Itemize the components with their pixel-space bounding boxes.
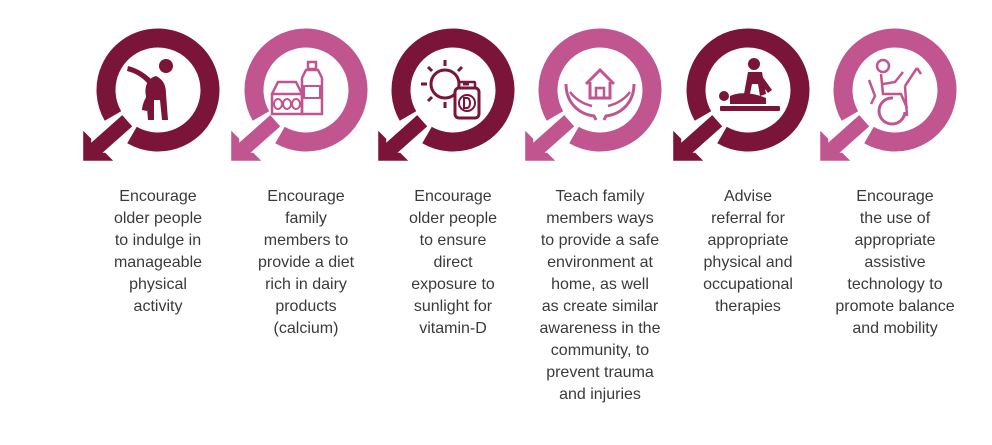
arrow-tail	[528, 115, 575, 159]
step-text-line: promote balance	[835, 298, 955, 315]
step-text-line: exposure to	[411, 276, 495, 293]
sun-vitamin-d-icon	[421, 60, 481, 120]
step-text-line: Encourage	[119, 188, 197, 205]
step-text-line: and mobility	[852, 320, 938, 337]
step-text-line: members ways	[546, 210, 654, 227]
step-text-line: appropriate	[854, 232, 936, 249]
arrow-tail	[381, 115, 428, 159]
step-text-line: Encourage	[414, 188, 492, 205]
step-text-line: provide a diet	[257, 254, 355, 271]
step-text-line: to ensure	[419, 232, 487, 249]
step-text-line: environment at	[547, 254, 653, 271]
step-text-line: manageable	[113, 254, 203, 271]
ring-arc	[391, 28, 515, 152]
ring-4	[525, 28, 662, 161]
arrow-tail	[86, 115, 133, 159]
arrow-head	[673, 130, 704, 161]
step-text-line: technology to	[847, 276, 943, 293]
arrow-tail	[676, 115, 723, 159]
step-text-line: Teach family	[555, 188, 645, 205]
step-text-line: products	[275, 298, 337, 315]
ring-arc	[244, 28, 368, 152]
step-text-line: appropriate	[707, 232, 789, 249]
step-text-line: family	[285, 210, 327, 227]
step-text-line: to indulge in	[114, 232, 202, 249]
ring-arc	[538, 28, 662, 152]
step-text-3: Encourage older people to ensure direct expo…	[382, 186, 524, 340]
step-text-line: awareness in the	[539, 320, 661, 337]
ring-1	[83, 28, 220, 161]
hands-home-icon	[564, 67, 636, 121]
step-text-1: Encourage older people to indulge in manage…	[87, 186, 229, 318]
ring-6	[820, 28, 957, 161]
step-text-line: rich in dairy	[265, 276, 347, 293]
step-text-5: Advise referral for appropriate physical an…	[677, 186, 819, 318]
step-text-line: prevent trauma	[546, 364, 654, 381]
ring-3	[378, 28, 515, 161]
step-text-line: (calcium)	[273, 320, 339, 337]
step-text-line: vitamin-D	[419, 320, 487, 337]
arrow-head	[231, 130, 262, 161]
step-text-line: the use of	[859, 210, 931, 227]
step-text-line: physical	[129, 276, 187, 293]
arrow-head	[525, 130, 556, 161]
arrow-head	[378, 130, 409, 161]
ring-arc	[96, 28, 220, 152]
ring-5	[673, 28, 810, 161]
step-text-line: occupational	[703, 276, 793, 293]
step-text-line: referral for	[711, 210, 785, 227]
step-text-line: sunlight for	[413, 298, 493, 315]
step-text-line: Advise	[723, 188, 773, 205]
step-text-2: Encourage family members to provide a diet r…	[235, 186, 377, 340]
step-text-line: members to	[263, 232, 349, 249]
step-text-6: Encourage the use of appropriate assistive t…	[824, 186, 966, 340]
ring-arc	[686, 28, 810, 152]
step-text-line: older people	[113, 210, 203, 227]
wheelchair-icon	[867, 58, 923, 126]
step-text-line: Encourage	[267, 188, 345, 205]
ring-strip	[83, 28, 957, 161]
step-text-line: activity	[133, 298, 183, 315]
step-text-line: older people	[408, 210, 498, 227]
step-text-line: direct	[433, 254, 473, 271]
step-text-line: community, to	[550, 342, 650, 359]
step-text-line: physical and	[703, 254, 793, 271]
step-text-line: therapies	[715, 298, 781, 315]
dairy-products-icon	[270, 60, 324, 116]
step-text-line: and injuries	[559, 386, 641, 403]
ring-arc	[833, 28, 957, 152]
step-text-line: home, as well	[551, 276, 649, 293]
stretching-person-icon	[127, 59, 173, 120]
step-text-4: Teach family members ways to provide a saf…	[529, 186, 671, 406]
physiotherapy-icon	[719, 58, 780, 111]
step-text-line: to provide a safe	[540, 232, 660, 249]
arrow-tail	[234, 115, 281, 159]
step-text-line: Encourage	[856, 188, 934, 205]
arrow-head	[83, 130, 114, 161]
arrow-head	[820, 130, 851, 161]
arrow-tail	[823, 115, 870, 159]
step-text-line: assistive	[864, 254, 926, 271]
step-text-line: as create similar	[541, 298, 659, 315]
ring-2	[231, 28, 368, 161]
